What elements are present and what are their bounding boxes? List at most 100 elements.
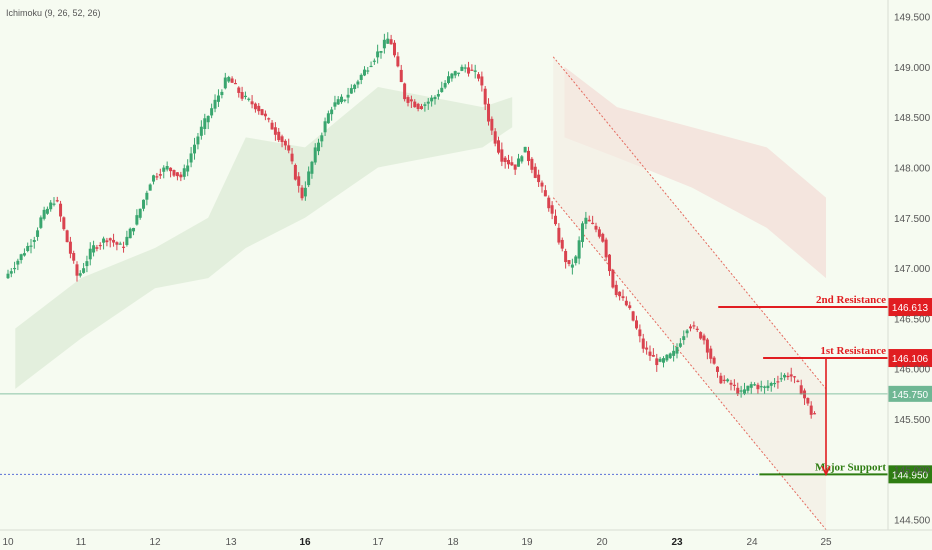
candle-body bbox=[193, 144, 197, 154]
candle-body bbox=[597, 229, 601, 237]
candle-body bbox=[310, 161, 314, 174]
price-tick-label: 147.000 bbox=[894, 264, 931, 275]
candle-body bbox=[152, 175, 156, 182]
time-tick-label: 23 bbox=[671, 537, 683, 548]
candle-body bbox=[799, 385, 803, 395]
candle-body bbox=[175, 172, 179, 177]
price-tick-label: 145.500 bbox=[894, 415, 931, 426]
candle-body bbox=[510, 162, 514, 166]
candle-body bbox=[557, 227, 561, 243]
candle-body bbox=[793, 376, 797, 378]
level-price-tag bbox=[888, 465, 932, 484]
candle-body bbox=[672, 350, 676, 356]
candle-body bbox=[480, 76, 484, 86]
candle-body bbox=[621, 296, 625, 299]
candle-body bbox=[490, 118, 494, 131]
level-price-label: 146.106 bbox=[892, 354, 929, 365]
candle-body bbox=[396, 56, 400, 67]
candle-body bbox=[165, 166, 169, 170]
candle-body bbox=[759, 386, 763, 388]
candle-body bbox=[749, 384, 753, 388]
candle-body bbox=[729, 382, 733, 385]
candle-body bbox=[500, 149, 504, 162]
candle-body bbox=[477, 74, 481, 79]
candle-body bbox=[82, 268, 86, 273]
candle-body bbox=[668, 353, 672, 359]
time-axis[interactable]: 10 11 12 13 16 17 18 19 20 23 24 25 bbox=[2, 537, 832, 548]
candle-body bbox=[581, 223, 584, 242]
time-tick-label: 25 bbox=[820, 537, 832, 548]
candle-body bbox=[773, 382, 777, 385]
candle-body bbox=[88, 248, 92, 260]
candle-body bbox=[608, 254, 611, 272]
candle-body bbox=[369, 65, 373, 68]
candle-body bbox=[783, 374, 787, 378]
candle-body bbox=[189, 153, 193, 163]
time-tick-label: 19 bbox=[521, 537, 533, 548]
candle-body bbox=[574, 256, 578, 264]
candle-body bbox=[22, 253, 26, 256]
candle-body bbox=[196, 136, 200, 145]
candle-body bbox=[128, 228, 132, 239]
candle-body bbox=[628, 305, 632, 309]
candle-body bbox=[604, 239, 608, 258]
candle-body bbox=[743, 389, 746, 394]
candle-body bbox=[530, 158, 534, 170]
candle-body bbox=[416, 103, 420, 110]
candle-body bbox=[436, 94, 440, 97]
candle-body bbox=[386, 38, 390, 44]
candle-body bbox=[493, 131, 497, 144]
candle-body bbox=[430, 97, 434, 102]
candle-body bbox=[270, 122, 274, 130]
candle-body bbox=[520, 156, 524, 162]
price-tick-label: 149.000 bbox=[894, 63, 931, 74]
candle-body bbox=[638, 329, 642, 337]
candle-body bbox=[537, 174, 541, 183]
candle-body bbox=[233, 82, 237, 85]
candle-body bbox=[52, 203, 56, 205]
candle-body bbox=[13, 267, 17, 270]
candle-body bbox=[179, 174, 183, 178]
candle-body bbox=[39, 217, 43, 228]
level-price-tag bbox=[888, 298, 932, 317]
candle-body bbox=[685, 330, 689, 334]
candle-body bbox=[789, 374, 793, 377]
candle-body bbox=[709, 348, 713, 359]
candle-body bbox=[712, 357, 716, 364]
candle-body bbox=[300, 187, 304, 199]
level-name: 2nd Resistance bbox=[816, 294, 886, 306]
candle-body bbox=[527, 150, 530, 162]
candle-body bbox=[584, 217, 588, 224]
candle-body bbox=[333, 102, 337, 107]
last-price-label: 145.750 bbox=[892, 390, 929, 401]
indicator-label[interactable]: Ichimoku (9, 26, 52, 26) bbox=[6, 8, 101, 18]
candle-body bbox=[716, 366, 719, 372]
candle-body bbox=[243, 95, 247, 98]
candle-body bbox=[665, 354, 669, 361]
candle-body bbox=[32, 239, 36, 242]
candle-body bbox=[330, 109, 334, 115]
candle-body bbox=[450, 73, 454, 79]
candle-body bbox=[487, 103, 491, 122]
candle-body bbox=[763, 386, 767, 388]
time-tick-label: 13 bbox=[225, 537, 237, 548]
candle-body bbox=[293, 164, 297, 180]
candle-body bbox=[379, 50, 383, 53]
candle-body bbox=[675, 347, 679, 354]
candle-body bbox=[702, 335, 706, 341]
candle-body bbox=[766, 385, 770, 389]
price-axis[interactable]: 149.500 149.000 148.500 148.000 147.500 147.0… bbox=[894, 13, 931, 550]
cloud-red-band bbox=[564, 66, 826, 389]
candle-body bbox=[406, 97, 410, 103]
candle-body bbox=[108, 238, 112, 241]
candle-body bbox=[362, 69, 366, 76]
price-tick-label: 145.000 bbox=[894, 465, 931, 476]
candle-body bbox=[102, 238, 106, 243]
candle-body bbox=[9, 271, 13, 274]
candle-body bbox=[230, 78, 234, 83]
candle-body bbox=[440, 87, 444, 93]
price-tick-label: 148.500 bbox=[894, 113, 931, 124]
candle-body bbox=[389, 39, 393, 45]
candle-body bbox=[695, 328, 699, 330]
